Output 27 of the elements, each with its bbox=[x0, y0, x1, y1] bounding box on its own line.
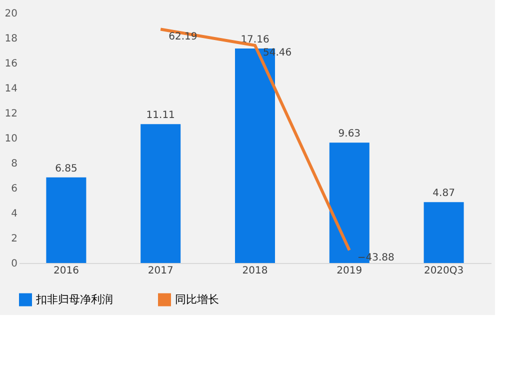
x-tick-label: 2017 bbox=[148, 266, 174, 276]
y-tick-label: 14 bbox=[4, 84, 18, 94]
y-tick-label: 12 bbox=[4, 108, 18, 120]
data-label: 9.63 bbox=[338, 128, 361, 140]
y-tick-label: 0 bbox=[11, 258, 18, 270]
x-tick-label: 2018 bbox=[242, 266, 268, 276]
legend-label: 扣非归母净利润 bbox=[35, 292, 113, 306]
bar bbox=[140, 124, 181, 263]
y-tick-label: 8 bbox=[11, 158, 18, 170]
bar bbox=[424, 202, 464, 263]
x-tick-label: 2020Q3 bbox=[424, 266, 464, 276]
data-label: 62.19 bbox=[168, 31, 198, 42]
y-tick-label: 18 bbox=[4, 34, 18, 44]
x-tick-label: 2019 bbox=[336, 266, 362, 276]
y-tick-label: 16 bbox=[4, 58, 18, 70]
y-tick-label: 4 bbox=[11, 208, 18, 220]
data-label: 17.16 bbox=[240, 34, 270, 46]
data-label: 6.85 bbox=[55, 163, 78, 174]
x-tick-label: 2016 bbox=[53, 266, 79, 276]
y-tick-label: 6 bbox=[11, 184, 18, 194]
bar bbox=[46, 177, 86, 263]
y-tick-label: 2 bbox=[11, 234, 18, 244]
y-tick-label: 20 bbox=[4, 8, 18, 20]
data-label: 4.87 bbox=[432, 188, 455, 200]
y-tick-label: 10 bbox=[4, 134, 18, 144]
legend-label: 同比增长 bbox=[175, 292, 219, 306]
data-label: 11.11 bbox=[146, 110, 175, 122]
